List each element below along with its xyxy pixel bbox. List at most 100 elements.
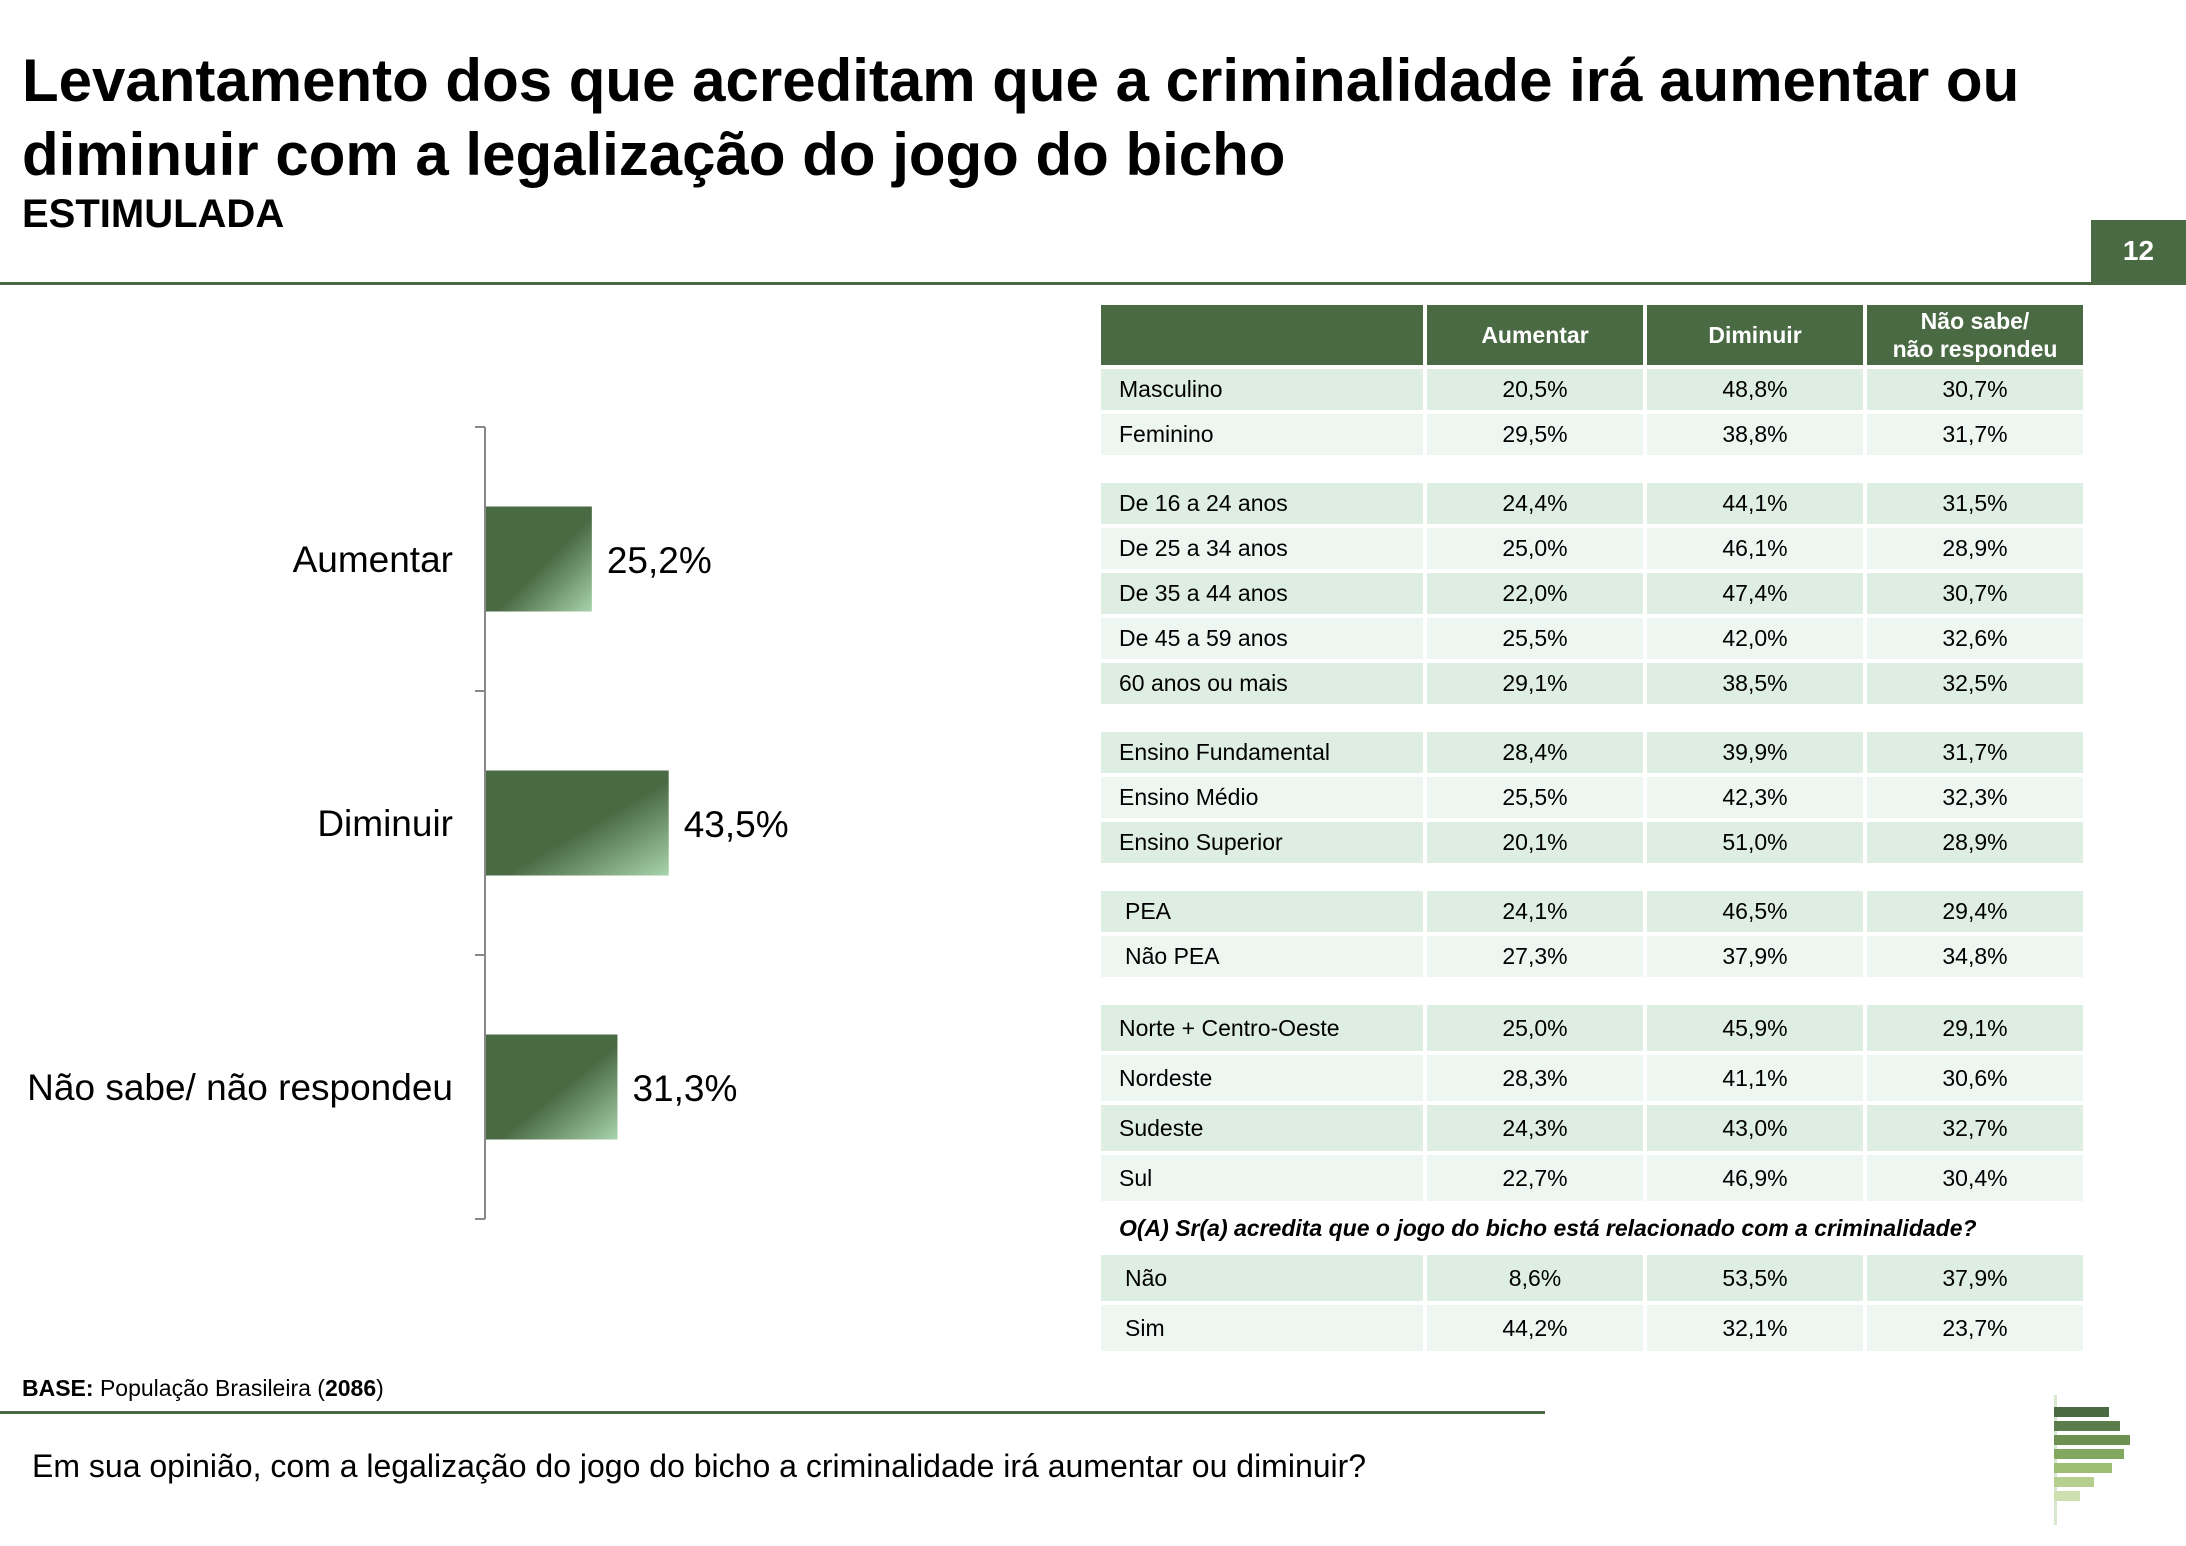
- subquestion-row: O(A) Sr(a) acredita que o jogo do bicho …: [1101, 1205, 2083, 1251]
- group-spacer: [1101, 981, 2083, 1001]
- table-cell: 24,4%: [1427, 483, 1643, 524]
- row-label: Sudeste: [1101, 1105, 1423, 1151]
- table-row: Masculino 20,5% 48,8% 30,7%: [1101, 369, 2083, 410]
- row-label: De 25 a 34 anos: [1101, 528, 1423, 569]
- table-cell: 28,9%: [1867, 528, 2083, 569]
- spacer-cell: [1101, 981, 2083, 1001]
- table-row: Sul 22,7% 46,9% 30,4%: [1101, 1155, 2083, 1201]
- spacer-cell: [1101, 459, 2083, 479]
- bar-chart: Aumentar 25,2% Diminuir 43,5% Não sabe/ não …: [27, 426, 789, 1220]
- striped-flag-logo-icon: [2054, 1395, 2130, 1525]
- table-cell: 44,1%: [1647, 483, 1863, 524]
- table-cell: 25,5%: [1427, 777, 1643, 818]
- table-cell: 23,7%: [1867, 1305, 2083, 1351]
- table-row: Ensino Superior 20,1% 51,0% 28,9%: [1101, 822, 2083, 863]
- bar-2: [486, 1034, 618, 1140]
- data-label: 25,2%: [607, 540, 712, 581]
- base-label: BASE:: [22, 1375, 94, 1401]
- header-divider: [0, 282, 2186, 285]
- table-row: Não PEA 27,3% 37,9% 34,8%: [1101, 936, 2083, 977]
- row-label: 60 anos ou mais: [1101, 663, 1423, 704]
- category-label: Não sabe/ não respondeu: [27, 1067, 453, 1108]
- row-label: Ensino Superior: [1101, 822, 1423, 863]
- table-row: 60 anos ou mais 29,1% 38,5% 32,5%: [1101, 663, 2083, 704]
- table-cell: 43,0%: [1647, 1105, 1863, 1151]
- table-cell: 29,4%: [1867, 891, 2083, 932]
- table-cell: 31,5%: [1867, 483, 2083, 524]
- row-label: De 45 a 59 anos: [1101, 618, 1423, 659]
- table-cell: 46,5%: [1647, 891, 1863, 932]
- survey-question: Em sua opinião, com a legalização do jog…: [32, 1448, 1367, 1484]
- table-cell: 44,2%: [1427, 1305, 1643, 1351]
- table-cell: 51,0%: [1647, 822, 1863, 863]
- column-header: Não sabe/não respondeu: [1867, 305, 2083, 365]
- table-cell: 39,9%: [1647, 732, 1863, 773]
- row-label: Sul: [1101, 1155, 1423, 1201]
- table-cell: 32,6%: [1867, 618, 2083, 659]
- crosstab-table-container: Aumentar Diminuir Não sabe/não respondeu M…: [1101, 305, 2083, 1351]
- table-cell: 37,9%: [1647, 936, 1863, 977]
- spacer-cell: [1101, 708, 2083, 728]
- table-cell: 37,9%: [1867, 1255, 2083, 1301]
- footer-divider: [0, 1411, 1545, 1414]
- row-label: Nordeste: [1101, 1055, 1423, 1101]
- table-cell: 28,4%: [1427, 732, 1643, 773]
- row-label: Sim: [1101, 1305, 1423, 1351]
- category-label: Diminuir: [317, 803, 453, 844]
- table-row: Ensino Médio 25,5% 42,3% 32,3%: [1101, 777, 2083, 818]
- table-cell: 28,3%: [1427, 1055, 1643, 1101]
- table-row: De 45 a 59 anos 25,5% 42,0% 32,6%: [1101, 618, 2083, 659]
- table-cell: 42,3%: [1647, 777, 1863, 818]
- table-header-row: Aumentar Diminuir Não sabe/não respondeu: [1101, 305, 2083, 365]
- base-close: ): [376, 1375, 384, 1401]
- table-cell: 22,7%: [1427, 1155, 1643, 1201]
- table-cell: 29,5%: [1427, 414, 1643, 455]
- table-cell: 25,5%: [1427, 618, 1643, 659]
- table-row: Nordeste 28,3% 41,1% 30,6%: [1101, 1055, 2083, 1101]
- table-cell: 25,0%: [1427, 1005, 1643, 1051]
- row-label: Norte + Centro-Oeste: [1101, 1005, 1423, 1051]
- data-label: 31,3%: [632, 1068, 737, 1109]
- row-label: Feminino: [1101, 414, 1423, 455]
- table-cell: 42,0%: [1647, 618, 1863, 659]
- crosstab-table: Aumentar Diminuir Não sabe/não respondeu M…: [1097, 301, 2087, 1355]
- table-row: Ensino Fundamental 28,4% 39,9% 31,7%: [1101, 732, 2083, 773]
- table-cell: 25,0%: [1427, 528, 1643, 569]
- data-label: 43,5%: [684, 804, 789, 845]
- table-cell: 48,8%: [1647, 369, 1863, 410]
- base-number: 2086: [324, 1375, 377, 1401]
- table-cell: 32,7%: [1867, 1105, 2083, 1151]
- row-label: Ensino Médio: [1101, 777, 1423, 818]
- bar-0: [486, 506, 592, 612]
- table-row: Sudeste 24,3% 43,0% 32,7%: [1101, 1105, 2083, 1151]
- table-cell: 30,7%: [1867, 369, 2083, 410]
- group-spacer: [1101, 708, 2083, 728]
- table-cell: 32,5%: [1867, 663, 2083, 704]
- table-cell: 24,3%: [1427, 1105, 1643, 1151]
- row-label: PEA: [1101, 891, 1423, 932]
- row-label: De 35 a 44 anos: [1101, 573, 1423, 614]
- column-header: Aumentar: [1427, 305, 1643, 365]
- table-cell: 22,0%: [1427, 573, 1643, 614]
- table-cell: 28,9%: [1867, 822, 2083, 863]
- row-label: Não PEA: [1101, 936, 1423, 977]
- table-cell: 34,8%: [1867, 936, 2083, 977]
- table-row: De 16 a 24 anos 24,4% 44,1% 31,5%: [1101, 483, 2083, 524]
- row-label: Masculino: [1101, 369, 1423, 410]
- base-note: BASE: População Brasileira (2086): [22, 1375, 384, 1402]
- table-cell: 27,3%: [1427, 936, 1643, 977]
- table-cell: 31,7%: [1867, 414, 2083, 455]
- table-row: De 35 a 44 anos 22,0% 47,4% 30,7%: [1101, 573, 2083, 614]
- page-subtitle: ESTIMULADA: [22, 192, 285, 236]
- table-cell: 30,7%: [1867, 573, 2083, 614]
- table-row: Feminino 29,5% 38,8% 31,7%: [1101, 414, 2083, 455]
- table-cell: 53,5%: [1647, 1255, 1863, 1301]
- table-row: Sim 44,2% 32,1% 23,7%: [1101, 1305, 2083, 1351]
- table-cell: 32,1%: [1647, 1305, 1863, 1351]
- spacer-cell: [1101, 867, 2083, 887]
- row-label: De 16 a 24 anos: [1101, 483, 1423, 524]
- group-spacer: [1101, 459, 2083, 479]
- table-cell: 8,6%: [1427, 1255, 1643, 1301]
- table-cell: 29,1%: [1867, 1005, 2083, 1051]
- table-cell: 24,1%: [1427, 891, 1643, 932]
